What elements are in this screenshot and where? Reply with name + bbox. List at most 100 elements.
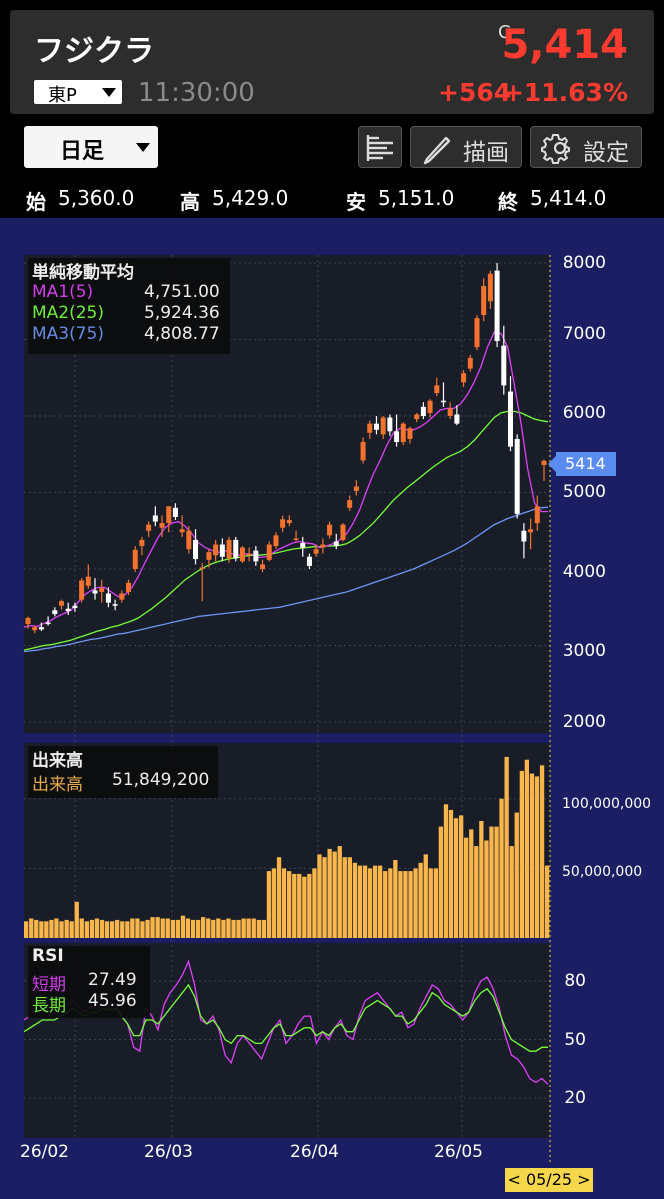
volume-bar [170,919,175,938]
candlesticks [25,263,547,634]
candle-body [447,408,453,416]
volume-bar [342,857,347,938]
volume-bar [59,921,64,938]
volume-bar [256,919,261,938]
candle-body [521,530,527,542]
rsi-legend-title: RSI [32,946,64,966]
volume-bar [69,921,74,938]
volume-bar [84,921,89,938]
candle-body [213,544,219,556]
candle-body [454,414,460,424]
quote-time: 11:30:00 [138,78,255,108]
volume-bar [332,851,337,938]
market-selector[interactable]: 東P [34,80,122,106]
candle-body [79,580,85,600]
y-tick-8000: 8000 [562,253,606,273]
volume-bar [312,868,317,938]
volume-bar [140,921,145,938]
volume-bar [175,919,180,938]
volume-bar [49,919,54,938]
candle-body [253,550,259,562]
ma2-label: MA2(25) [32,303,105,323]
candle-body [273,535,279,547]
ma1-value: 4,751.00 [144,282,220,302]
candle-body [286,520,292,524]
volume-bar [145,919,150,938]
volume-bar [317,854,322,938]
volume-bar [287,871,292,938]
volume-bar [519,770,524,938]
volume-bar [110,921,115,938]
candle-body [373,423,379,430]
ma3-label: MA3(75) [32,324,105,344]
volume-bar [180,915,186,938]
volume-bars [24,756,550,938]
x-tick-26-04: 26/04 [290,1142,339,1162]
period-label: 日足 [60,139,105,164]
volume-bar [443,804,449,938]
rsi-long-label: 長期 [32,996,66,1016]
volume-bar [99,919,105,938]
candle-body [514,438,520,514]
candle-body [367,423,373,433]
volume-bar [373,865,378,938]
candle-body [45,622,51,625]
ma-legend: 単純移動平均 MA1(5) 4,751.00 MA2(25) 5,924.36 … [28,258,230,354]
draw-button[interactable]: 描画 [410,126,522,168]
candle-body [333,541,339,547]
candle-body [186,530,192,550]
y-tick-3000: 3000 [562,641,606,661]
ma-legend-title: 単純移動平均 [32,263,134,283]
volume-bar [130,918,135,938]
current-price-tag-label: 5414 [565,454,606,473]
candle-body [474,318,480,348]
candle-body [246,553,252,556]
volume-bar [544,865,550,938]
ma3-value: 4,808.77 [144,324,220,344]
volume-value: 51,849,200 [112,770,210,790]
volume-bar [494,826,499,938]
y-tick-4000: 4000 [562,562,606,582]
volume-bar [216,918,221,938]
current-price: 5,414 [501,22,628,68]
settings-label: 設定 [583,140,629,166]
volume-bar [347,857,352,938]
candle-body [266,544,272,560]
volume-bar [39,921,44,938]
period-selector[interactable]: 日足 [24,126,158,168]
close-value: 5,414.0 [530,186,607,210]
chevron-down-icon [102,88,116,97]
volume-bar [469,829,474,938]
volume-bar [378,865,383,938]
volume-bar [206,918,211,938]
low-label: 安 [346,190,366,214]
candle-body [306,556,312,566]
volume-bar [479,821,484,938]
volume-bar [281,868,287,938]
candle-body [92,590,98,594]
volume-bar [534,776,540,938]
candle-body [172,507,178,517]
volume-bar [185,918,191,938]
volume-bar [484,840,489,938]
volume-bar [393,860,398,938]
candle-body [52,610,58,615]
candle-body [85,576,91,586]
cursor-date-tag[interactable]: < 05/25 > [505,1168,593,1192]
candle-body [300,542,306,548]
volume-bar [115,919,120,938]
volume-legend: 出来高 出来高 51,849,200 [28,746,218,798]
settings-button[interactable]: 設定 [530,126,642,168]
volume-bar [352,862,358,938]
candle-body [206,552,212,560]
open-label: 始 [26,190,46,214]
volume-bar [504,756,509,938]
volume-bar [357,865,363,938]
candle-body [119,593,125,600]
candle-body [353,486,359,491]
candle-body [199,567,205,569]
volume-bar [509,846,514,938]
candle-body [380,417,386,435]
indicator-list-button[interactable] [358,126,402,168]
